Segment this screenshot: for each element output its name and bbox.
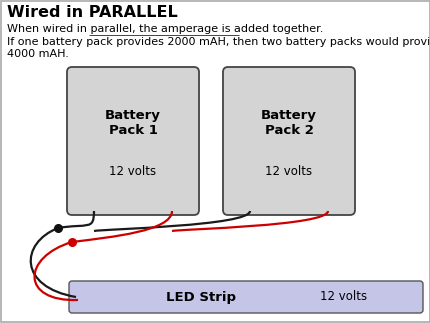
Text: If one battery pack provides 2000 mAH, then two battery packs would provide: If one battery pack provides 2000 mAH, t… (7, 37, 430, 47)
FancyBboxPatch shape (67, 67, 199, 215)
FancyBboxPatch shape (222, 67, 354, 215)
Text: 12 volts: 12 volts (109, 165, 156, 178)
Text: 12 volts: 12 volts (265, 165, 312, 178)
Text: LED Strip: LED Strip (166, 290, 235, 304)
FancyBboxPatch shape (69, 281, 422, 313)
Text: Battery
Pack 1: Battery Pack 1 (105, 109, 160, 137)
Text: 4000 mAH.: 4000 mAH. (7, 49, 69, 59)
Text: When wired in parallel, the amperage is added together.: When wired in parallel, the amperage is … (7, 24, 322, 34)
Text: Wired in PARALLEL: Wired in PARALLEL (7, 5, 177, 20)
Text: Battery
Pack 2: Battery Pack 2 (261, 109, 316, 137)
Text: 12 volts: 12 volts (319, 290, 366, 304)
